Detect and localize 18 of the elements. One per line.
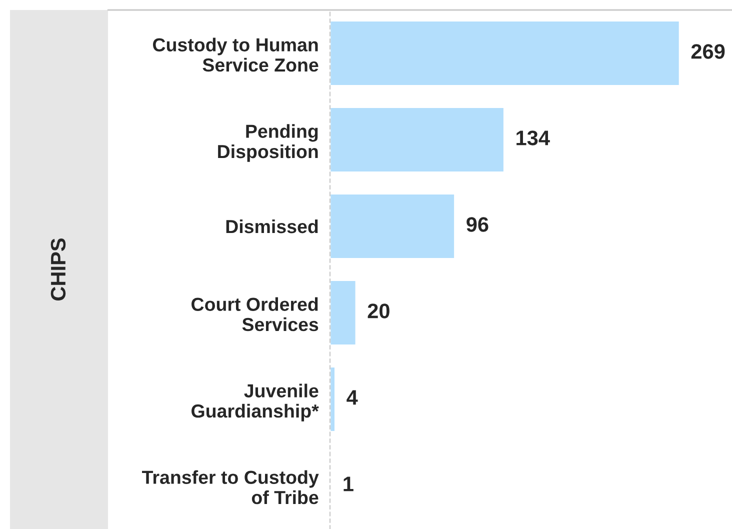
data-label: 1 <box>344 476 354 492</box>
bar <box>330 366 336 432</box>
y-tick-label: Transfer to Custody of Tribe <box>142 470 319 504</box>
data-label: 4 <box>346 390 358 405</box>
y-tick-label: Court Ordered Services <box>192 297 318 332</box>
y-tick-label: Juvenile Guardianship* <box>192 384 319 422</box>
bar <box>330 20 680 86</box>
data-label: 269 <box>691 44 725 59</box>
data-label: 20 <box>368 304 390 318</box>
bar <box>330 193 456 260</box>
bar <box>330 106 505 173</box>
y-axis-title: CHIPS <box>50 238 66 300</box>
data-label: 134 <box>516 130 550 146</box>
data-label: 96 <box>466 217 488 232</box>
y-tick-label: Pending Disposition <box>218 124 318 162</box>
y-tick-label: Dismissed <box>226 219 318 234</box>
y-tick-label: Custody to Human Service Zone <box>153 38 318 72</box>
bar <box>330 280 357 346</box>
